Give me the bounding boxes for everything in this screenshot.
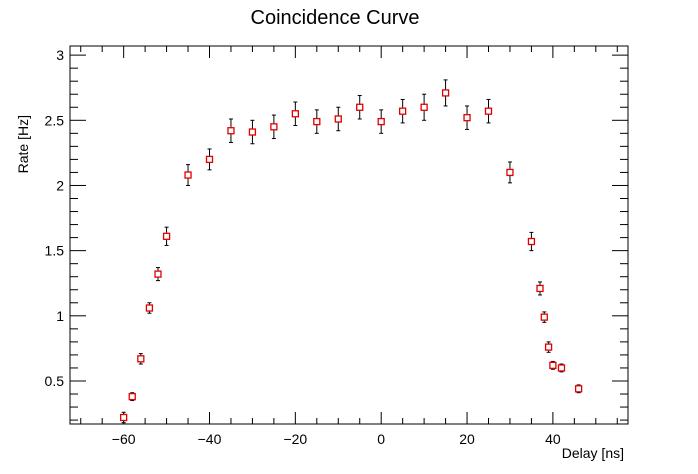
data-point xyxy=(162,226,171,246)
point-marker xyxy=(484,107,493,115)
point-marker xyxy=(137,355,145,363)
data-point xyxy=(184,164,192,186)
y-axis-label: Rate [Hz] xyxy=(15,115,31,173)
data-point xyxy=(506,161,514,184)
data-point xyxy=(205,148,214,171)
point-marker xyxy=(162,232,171,240)
point-marker xyxy=(557,364,566,372)
data-point xyxy=(549,360,557,370)
point-marker xyxy=(463,114,471,122)
data-point xyxy=(399,98,407,124)
point-marker xyxy=(154,270,162,278)
point-marker xyxy=(227,127,235,135)
point-marker xyxy=(420,103,428,111)
plot-frame xyxy=(69,45,629,425)
data-point xyxy=(557,363,566,373)
data-point xyxy=(484,98,493,124)
x-tick-label: 20 xyxy=(459,431,475,447)
data-point xyxy=(128,392,136,402)
data-point xyxy=(145,302,154,314)
data-point xyxy=(291,101,299,127)
data-point xyxy=(137,353,145,365)
point-marker xyxy=(291,110,299,118)
point-marker xyxy=(270,123,278,131)
data-point xyxy=(441,79,450,107)
point-marker xyxy=(248,128,257,136)
data-point xyxy=(270,114,278,140)
y-tick-label: 2.5 xyxy=(45,112,65,128)
x-tick-label: −20 xyxy=(283,431,307,447)
data-point xyxy=(227,118,235,143)
data-point xyxy=(356,95,364,120)
point-marker xyxy=(120,413,128,422)
data-point xyxy=(313,109,321,134)
point-marker xyxy=(334,115,342,123)
point-marker xyxy=(540,313,548,321)
point-marker xyxy=(313,117,321,126)
y-tick-label: 3 xyxy=(56,47,64,63)
point-marker xyxy=(441,89,450,97)
data-point xyxy=(248,119,257,145)
chart-title: Coincidence Curve xyxy=(251,7,420,29)
data-point xyxy=(334,106,342,132)
data-points xyxy=(120,79,583,424)
x-tick-label: 0 xyxy=(377,431,385,447)
x-axis-ticks: −60 −40 −20 0 20 40 xyxy=(80,46,618,447)
data-point xyxy=(120,411,128,424)
point-marker xyxy=(356,103,364,111)
point-marker xyxy=(506,168,514,177)
point-marker xyxy=(549,361,557,369)
data-point xyxy=(574,384,583,394)
data-point xyxy=(540,311,548,323)
y-tick-label: 1.5 xyxy=(45,243,65,259)
x-axis-label: Delay [ns] xyxy=(562,445,624,461)
data-point xyxy=(420,93,428,121)
data-point xyxy=(536,281,544,296)
x-tick-label: −60 xyxy=(112,431,136,447)
point-marker xyxy=(128,392,136,401)
x-tick-label: −40 xyxy=(198,431,222,447)
y-tick-label: 1 xyxy=(56,308,64,324)
x-tick-label: 40 xyxy=(545,431,561,447)
data-point xyxy=(527,231,536,252)
y-tick-label: 0.5 xyxy=(45,373,65,389)
point-marker xyxy=(184,171,192,179)
point-marker xyxy=(527,237,536,246)
data-point xyxy=(377,109,385,134)
data-point xyxy=(154,267,162,282)
data-point xyxy=(544,341,553,353)
point-marker xyxy=(145,304,154,312)
point-marker xyxy=(205,155,214,164)
y-tick-label: 2 xyxy=(56,177,64,193)
point-marker xyxy=(536,284,544,293)
data-point xyxy=(463,105,471,130)
point-marker xyxy=(377,117,385,126)
point-marker xyxy=(574,385,583,393)
y-axis-ticks: 0.5 1 1.5 2 2.5 3 xyxy=(45,47,628,421)
point-marker xyxy=(399,107,407,115)
point-marker xyxy=(544,343,553,351)
